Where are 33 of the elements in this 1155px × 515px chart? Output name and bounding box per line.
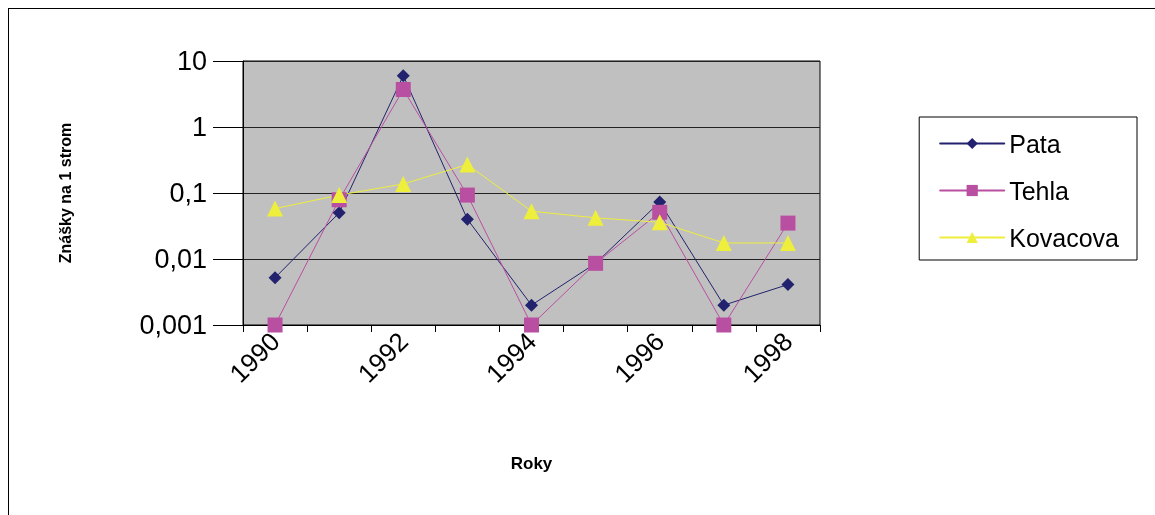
point (524, 317, 539, 333)
y-tick-label: 0,1 (169, 178, 207, 208)
y-tick-label: 1 (191, 112, 207, 142)
point (396, 69, 410, 83)
point (523, 203, 540, 220)
y-tick-label: 10 (176, 46, 207, 76)
point (331, 187, 348, 204)
legend-label: Tehla (1009, 176, 1070, 205)
point (459, 156, 476, 173)
point (779, 234, 796, 251)
point (267, 317, 283, 333)
point (332, 206, 346, 220)
y-tick-label: 0,001 (139, 310, 207, 340)
point (652, 204, 668, 220)
point (717, 298, 731, 312)
y-axis-title: Znášky na 1 strom (56, 122, 74, 264)
point (459, 187, 475, 203)
legend-label: Kovacova (1009, 223, 1120, 252)
point (781, 278, 795, 292)
point (651, 214, 668, 231)
point (268, 271, 282, 285)
point (395, 175, 412, 192)
point (525, 298, 538, 312)
point (715, 234, 732, 251)
point (716, 317, 732, 333)
x-axis-title: Roky (510, 454, 553, 473)
point (267, 200, 284, 217)
point (395, 82, 411, 97)
point (460, 212, 474, 226)
y-tick-label: 0,01 (154, 244, 207, 274)
point (587, 209, 604, 226)
legend-label: Pata (1009, 129, 1061, 158)
point (780, 215, 796, 231)
